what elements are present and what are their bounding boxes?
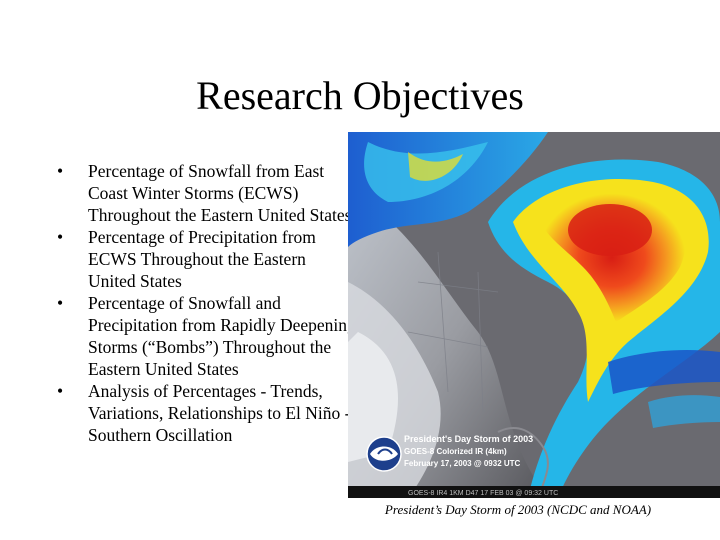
image-caption: President’s Day Storm of 2003 (NCDC and … xyxy=(384,502,652,517)
bullet-dot: • xyxy=(57,161,64,181)
bullet-item: • Percentage of Snowfall from East Coast … xyxy=(57,160,357,226)
bullet-text: Analysis of Percentages - Trends, Variat… xyxy=(88,381,351,445)
overlay-line-1: President's Day Storm of 2003 xyxy=(404,434,533,444)
bullet-item: • Percentage of Precipitation from ECWS T… xyxy=(57,226,357,292)
bullet-item: • Percentage of Snowfall and Precipitatio… xyxy=(57,292,357,380)
image-footer-text: GOES-8 IR4 1KM D47 17 FEB 03 @ 09:32 UTC xyxy=(408,490,558,497)
objectives-list: • Percentage of Snowfall from East Coast … xyxy=(57,160,357,446)
bullet-text: Percentage of Precipitation from ECWS Th… xyxy=(88,227,316,291)
bullet-item: • Analysis of Percentages - Trends, Varia… xyxy=(57,380,357,446)
bullet-dot: • xyxy=(57,381,64,401)
overlay-line-2: GOES-8 Colorized IR (4km) xyxy=(404,447,507,456)
overlay-line-3: February 17, 2003 @ 0932 UTC xyxy=(404,459,521,468)
satellite-image: President's Day Storm of 2003 GOES-8 Col… xyxy=(348,132,720,498)
bullet-text: Percentage of Snowfall from East Coast W… xyxy=(88,161,352,225)
noaa-logo-icon xyxy=(366,436,402,472)
bullet-dot: • xyxy=(57,227,64,247)
bullet-dot: • xyxy=(57,293,64,313)
slide-title: Research Objectives xyxy=(196,73,524,118)
bullet-text: Percentage of Snowfall and Precipitation… xyxy=(88,293,356,379)
